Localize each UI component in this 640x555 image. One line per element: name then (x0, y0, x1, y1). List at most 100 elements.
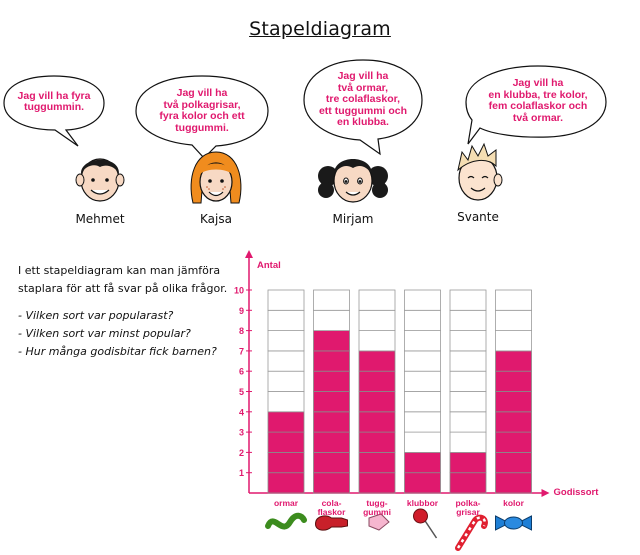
bar-cell-filled (267, 431, 305, 453)
y-tick-label: 3 (239, 428, 244, 438)
bar-cell-empty (449, 370, 487, 392)
bar-cell-empty (404, 330, 441, 352)
bar-cell-filled (313, 391, 350, 413)
bar-cell-filled (313, 451, 350, 474)
speech-bubble-shape (303, 59, 423, 156)
bar-cell-empty (267, 391, 305, 413)
bar-cell-filled (313, 472, 350, 494)
y-tick-label: 8 (239, 326, 244, 336)
y-tick-label: 5 (239, 387, 244, 397)
bar-cell-filled (358, 350, 396, 372)
boy-face-icon (75, 158, 125, 202)
bar-cell-filled (449, 472, 487, 494)
bar-cell-filled (267, 411, 305, 433)
bar-cell-empty (267, 330, 305, 352)
category-label-line: flaskor (317, 507, 346, 517)
wrapped-toffee-icon (504, 516, 523, 530)
speech-text: Jag vill ha två polkagrisar, fyra kolor oc… (159, 87, 245, 134)
kid-svante: Svante (448, 142, 508, 224)
bar-cell-empty (404, 411, 441, 433)
bar-cell-filled (358, 370, 396, 392)
bar-cell-filled (313, 411, 350, 433)
bar-cell-filled (313, 431, 350, 453)
x-axis-arrow (541, 489, 550, 497)
lollipop-icon (413, 508, 428, 524)
category-label-line: cola- (321, 498, 342, 508)
bar-cell-filled (358, 411, 396, 433)
speech-bubble-mirjam: Jag vill ha två ormar, tre colaflaskor, ett… (300, 56, 426, 156)
bar-cell-empty (449, 411, 487, 433)
bar-cell-empty (358, 330, 396, 352)
bar-cell-empty (267, 289, 305, 311)
bar-cell-empty (267, 350, 305, 372)
bar-column (313, 289, 350, 494)
intro-line: I ett stapeldiagram kan man jämföra (18, 264, 221, 277)
bar-cell-empty (449, 431, 487, 453)
bar-cell-filled (495, 431, 532, 453)
bar-cell-filled (313, 350, 350, 372)
bar-cell-empty (404, 431, 441, 453)
cola-bottle-icon (314, 515, 348, 531)
kid-kajsa: Kajsa (185, 148, 247, 226)
candy-cane-stripes (456, 516, 487, 549)
bar-cell-filled (404, 451, 441, 474)
bar-cell-empty (495, 309, 532, 331)
bar-cell-empty (313, 309, 350, 331)
speech-bubble-svante: Jag vill ha en klubba, tre kolor, fem cola… (462, 62, 610, 152)
bar-cell-filled (267, 472, 305, 494)
snake-candy-icon (265, 512, 307, 530)
y-tick-label: 7 (239, 346, 244, 356)
category-label: polka-grisar (443, 499, 493, 517)
bar-cell-empty (404, 289, 441, 311)
bar-cell-empty (449, 309, 487, 331)
girl-face-icon (190, 151, 242, 204)
bar-column (358, 289, 396, 494)
speech-text: Jag vill ha två ormar, tre colaflaskor, ett… (318, 70, 408, 129)
kid-mirjam: Mirjam (318, 146, 388, 226)
bar-cell-filled (358, 472, 396, 494)
bar-cell-filled (358, 391, 396, 413)
bar-cell-empty (267, 309, 305, 331)
speech-text: Jag vill ha en klubba, tre kolor, fem cola… (488, 77, 588, 124)
bar-cell-empty (358, 289, 396, 311)
y-axis-arrow (245, 250, 253, 258)
intro-text: I ett stapeldiagram kan man jämföra stap… (18, 262, 228, 361)
y-tick-label: 10 (234, 286, 244, 296)
category-label: klubbor (398, 499, 448, 508)
bar-cell-empty (267, 370, 305, 392)
bar-column (449, 289, 487, 494)
bar-cell-filled (495, 391, 532, 413)
bar-cell-filled (495, 451, 532, 474)
bar-cell-empty (495, 289, 532, 311)
kid-name: Kajsa (200, 212, 232, 226)
bar-cell-filled (495, 411, 532, 433)
y-axis-title: Antal (257, 260, 281, 271)
y-tick-label: 4 (239, 407, 244, 417)
question: - Vilken sort var minst popular? (18, 327, 191, 340)
bar-cell-empty (404, 370, 441, 392)
page-title: Stapeldiagram (249, 18, 391, 40)
bar-cell-filled (358, 451, 396, 474)
bar-column (267, 289, 305, 494)
girl-face-icon (318, 159, 388, 203)
category-label-line: polka- (455, 498, 481, 508)
bar-cell-empty (313, 289, 350, 311)
kid-name: Mirjam (332, 212, 374, 226)
bar-cell-filled (495, 472, 532, 494)
category-label-line: ormar (273, 498, 299, 508)
question: - Vilken sort var popularast? (18, 309, 174, 322)
category-label: ormar (261, 499, 311, 508)
bar-column (495, 289, 532, 494)
intro-line: staplara för att få svar på olika frågor… (18, 282, 228, 295)
bar-cell-filled (495, 350, 532, 372)
bar-cell-empty (449, 350, 487, 372)
bar-cell-filled (449, 451, 487, 474)
x-axis-title: Godissort (553, 487, 599, 498)
speech-text: Jag vill ha fyra tuggummin. (17, 89, 91, 113)
category-label-line: klubbor (406, 498, 439, 508)
category-label-line: grisar (456, 507, 480, 517)
speech-bubble-kajsa: Jag vill ha två polkagrisar, fyra kolor oc… (132, 72, 272, 160)
bar-cell-filled (313, 370, 350, 392)
category-label: kolor (489, 499, 539, 508)
bar-column (404, 289, 441, 494)
